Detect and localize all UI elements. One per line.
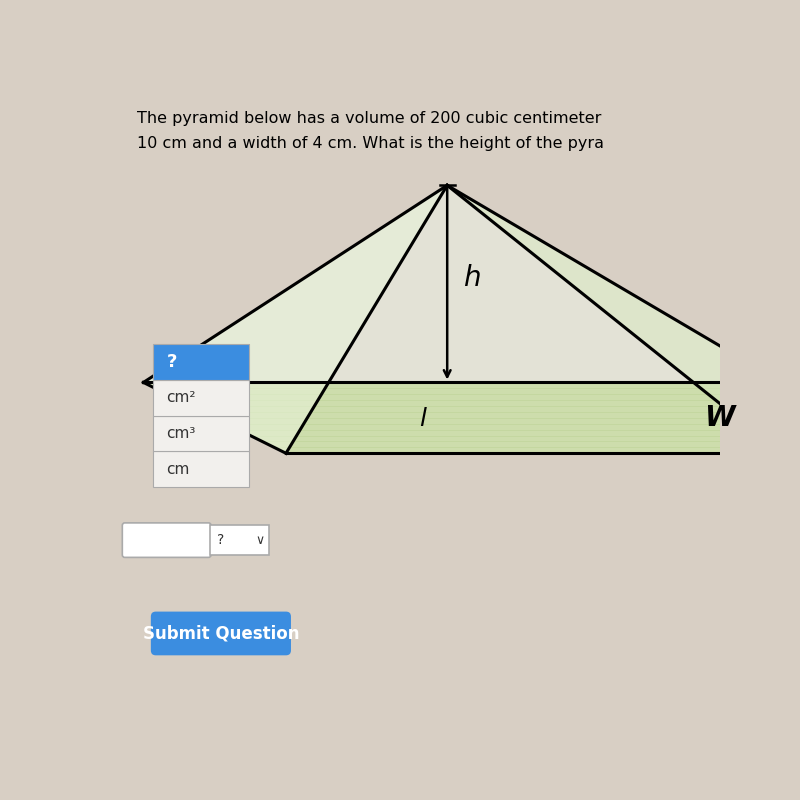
- Text: The pyramid below has a volume of 200 cubic centimeter: The pyramid below has a volume of 200 cu…: [138, 111, 602, 126]
- Polygon shape: [143, 382, 782, 454]
- Bar: [153, 380, 249, 416]
- Text: ?: ?: [217, 533, 224, 547]
- Polygon shape: [143, 186, 782, 382]
- Text: Submit Question: Submit Question: [142, 625, 299, 642]
- Bar: [153, 344, 249, 380]
- Bar: [153, 416, 249, 451]
- Text: h: h: [462, 264, 480, 292]
- Text: cm²: cm²: [166, 390, 196, 406]
- Text: ∨: ∨: [256, 534, 265, 546]
- Polygon shape: [447, 186, 782, 454]
- Text: 10 cm and a width of 4 cm. What is the height of the pyra: 10 cm and a width of 4 cm. What is the h…: [138, 136, 604, 151]
- Text: cm³: cm³: [166, 426, 196, 441]
- FancyBboxPatch shape: [151, 611, 291, 655]
- FancyBboxPatch shape: [122, 523, 211, 558]
- Bar: [210, 526, 270, 555]
- Text: cm: cm: [166, 462, 190, 477]
- Text: ?: ?: [166, 353, 177, 371]
- Text: W: W: [705, 404, 735, 432]
- Bar: [153, 451, 249, 487]
- Text: l: l: [419, 407, 426, 431]
- Polygon shape: [143, 186, 447, 454]
